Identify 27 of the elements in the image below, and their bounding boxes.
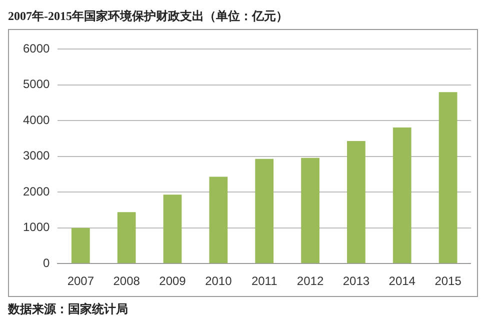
bar (209, 176, 228, 264)
bar (117, 212, 136, 264)
y-tick-label: 5000 (22, 77, 50, 92)
y-tick-label: 3000 (22, 148, 50, 163)
bar (255, 158, 274, 264)
bar (392, 127, 412, 264)
bar (347, 141, 366, 264)
x-tick-label: 2015 (434, 274, 462, 288)
x-tick-label: 2010 (205, 274, 232, 288)
source-note: 数据来源：国家统计局 (8, 301, 129, 318)
y-tick-label: 2000 (22, 184, 50, 198)
x-tick-label: 2014 (388, 274, 416, 288)
y-tick-label: 0 (43, 256, 50, 270)
x-tick-label: 2007 (67, 274, 94, 288)
x-tick-label: 2011 (251, 274, 278, 288)
x-tick-label: 2008 (113, 274, 140, 288)
bar (163, 194, 182, 264)
x-tick-label: 2012 (296, 274, 324, 288)
y-tick-label: 1000 (22, 220, 50, 234)
y-tick-label: 4000 (22, 112, 50, 127)
chart-title: 2007年-2015年国家环境保护财政支出（单位：亿元） (8, 8, 289, 25)
bar (301, 158, 320, 264)
x-tick-label: 2009 (159, 274, 186, 288)
y-tick-label: 6000 (22, 42, 50, 56)
bar (71, 228, 90, 264)
x-tick-label: 2013 (342, 274, 370, 288)
bar (438, 92, 458, 264)
